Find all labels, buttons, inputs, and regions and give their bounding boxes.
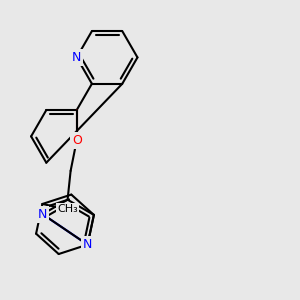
- Text: N: N: [83, 238, 92, 251]
- Text: N: N: [72, 51, 81, 64]
- Text: CH₃: CH₃: [57, 204, 78, 214]
- Text: O: O: [72, 134, 82, 147]
- Text: N: N: [38, 208, 47, 221]
